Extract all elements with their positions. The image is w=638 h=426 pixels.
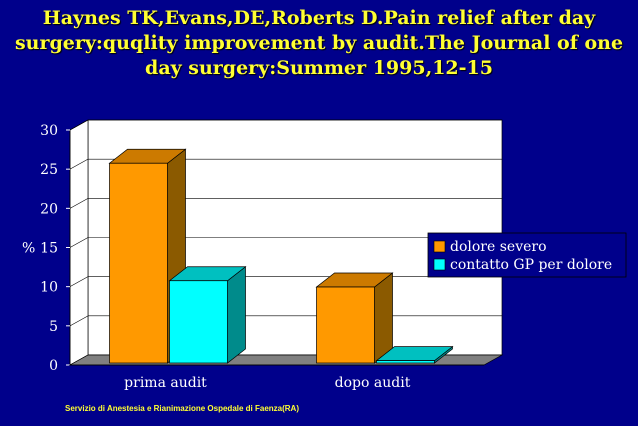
legend-label: dolore severo <box>450 239 547 255</box>
chart-title: Haynes TK,Evans,DE,Roberts D.Pain relief… <box>0 6 638 81</box>
y-axis-label: % <box>22 241 35 257</box>
gridline-side <box>69 119 89 131</box>
legend: dolore severo contatto GP per dolore <box>427 232 627 278</box>
bar-chart-svg: 0 5 10 15 20 25 30% prima audit dopo audit dolo… <box>22 119 627 391</box>
bar-front <box>316 286 375 364</box>
y-tick-label: 0 <box>49 358 58 374</box>
y-tick-label: 5 <box>49 319 58 335</box>
gridline-side <box>69 158 89 170</box>
title-line-1: Haynes TK,Evans,DE,Roberts D.Pain relief… <box>42 7 596 29</box>
gridline-side <box>69 276 89 287</box>
y-tick-label: 25 <box>40 162 58 178</box>
legend-label: contatto GP per dolore <box>450 257 612 273</box>
y-tick-label: 15 <box>40 241 58 257</box>
legend-box <box>427 232 627 278</box>
gridline-side <box>69 237 89 248</box>
legend-swatch <box>433 240 446 253</box>
bar <box>168 266 247 364</box>
title-line-2: surgery:quqlity improvement by audit.The… <box>14 32 624 54</box>
bar <box>315 272 394 364</box>
title-line-3: day surgery:Summer 1995,12-15 <box>145 57 493 79</box>
gridline-side <box>69 198 89 209</box>
bar <box>375 345 454 364</box>
y-axis: 0 5 10 15 20 25 30% <box>22 123 71 374</box>
bar <box>108 148 187 364</box>
y-tick-label: 30 <box>40 123 58 139</box>
chart-area: 0 5 10 15 20 25 30% prima audit dopo audit dolo… <box>10 115 630 405</box>
x-axis: prima audit dopo audit <box>70 364 484 391</box>
x-tick-label: prima audit <box>124 375 207 391</box>
bar-front <box>169 280 228 364</box>
x-tick-label: dopo audit <box>335 375 411 391</box>
bar-front <box>109 162 168 364</box>
bar-front <box>376 360 435 364</box>
bar-side <box>227 266 246 364</box>
y-tick-label: 10 <box>40 280 58 296</box>
y-tick-label: 20 <box>40 201 58 217</box>
bar-side <box>374 272 393 364</box>
legend-swatch <box>433 258 446 271</box>
bars <box>108 148 454 364</box>
gridline-side <box>69 315 89 327</box>
footer-credit: Servizio di Anestesia e Rianimazione Osp… <box>65 404 299 413</box>
